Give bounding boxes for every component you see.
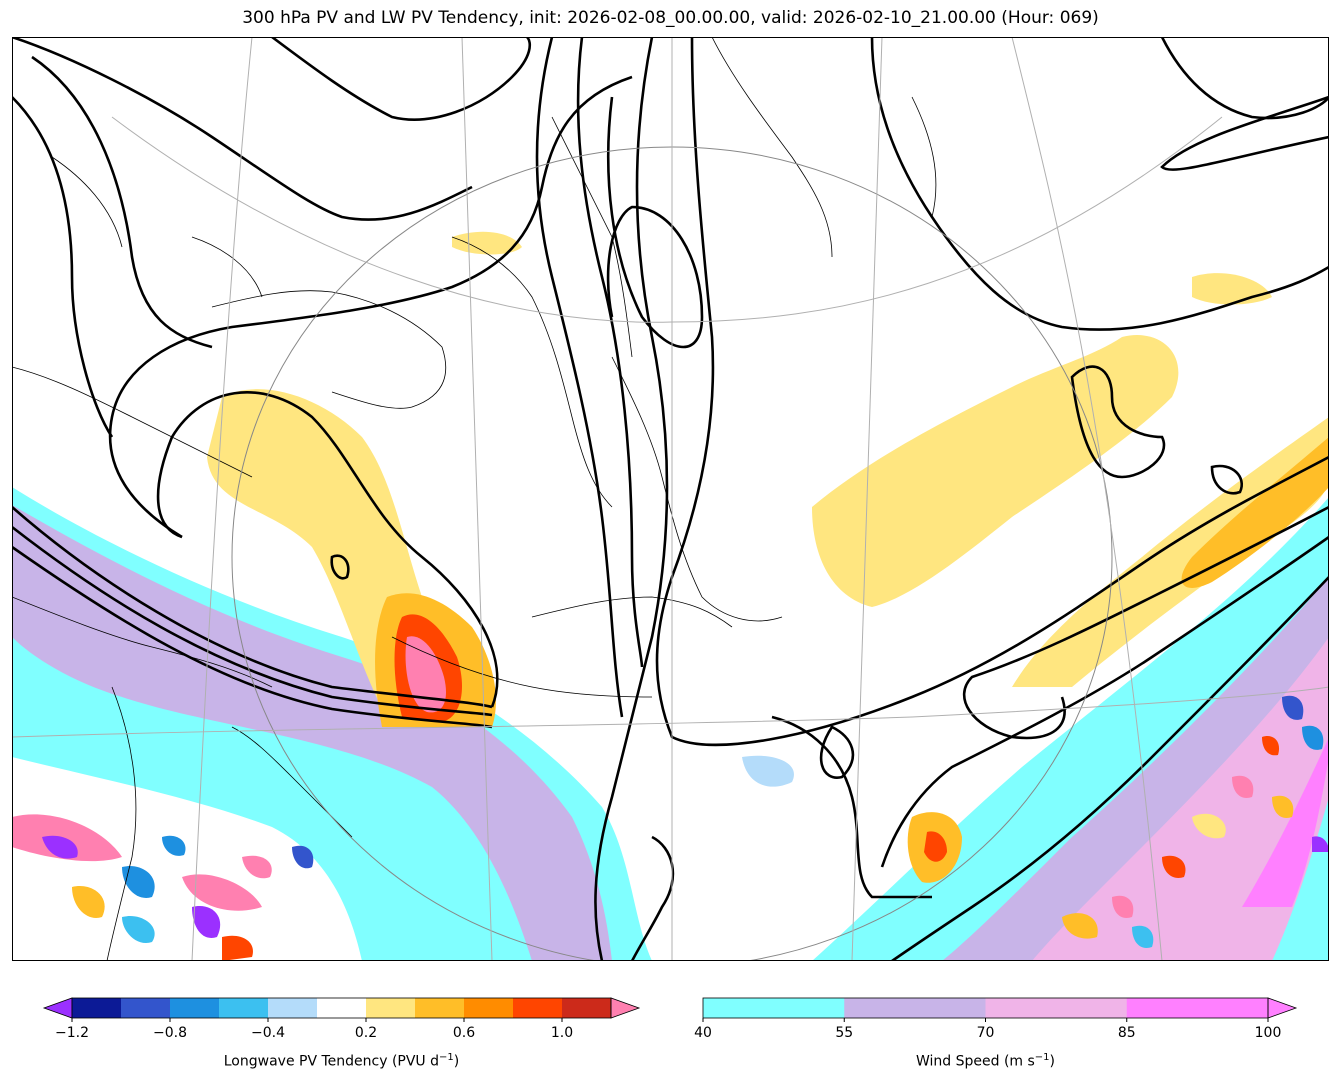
pv-color-bin bbox=[72, 998, 122, 1018]
pvt-blue-spot bbox=[742, 755, 794, 787]
pvt-pink-quebec bbox=[405, 636, 447, 713]
map-panel bbox=[12, 37, 1329, 961]
ws-over-arrow bbox=[1267, 997, 1298, 1019]
pvt-yellow-atlantic bbox=[812, 335, 1179, 607]
ws-color-bin bbox=[703, 998, 845, 1018]
pv-tick-label: 1.0 bbox=[550, 1025, 574, 1041]
pv-tendency-colorbar-label: Longwave PV Tendency (PVU d−1) bbox=[223, 1052, 460, 1070]
pvt-orange-east-jet bbox=[1181, 437, 1329, 588]
pvt-noise-southwest bbox=[12, 814, 314, 961]
wind-jet-west-lavender bbox=[12, 505, 612, 961]
pvt-yellow-hudson bbox=[452, 231, 522, 255]
pv-tick-label: −1.2 bbox=[55, 1025, 89, 1041]
pv-tick-label: −0.4 bbox=[251, 1025, 285, 1041]
pv-color-bin bbox=[366, 998, 416, 1018]
pv-color-bin bbox=[317, 998, 367, 1018]
pv-color-bin bbox=[219, 998, 269, 1018]
ws-tick-label: 100 bbox=[1254, 1025, 1282, 1041]
wind-speed-colorbar-label: Wind Speed (m s−1) bbox=[915, 1052, 1056, 1070]
pv-tick-label: 0.2 bbox=[354, 1025, 378, 1041]
pv-color-bin bbox=[268, 998, 318, 1018]
ws-tick-label: 40 bbox=[694, 1025, 712, 1041]
pv-under-arrow bbox=[42, 997, 73, 1019]
pvt-yellow-east-jet bbox=[1012, 417, 1329, 687]
ws-tick-label: 55 bbox=[835, 1025, 854, 1041]
pv-over-arrow bbox=[610, 997, 641, 1019]
pv-color-bin bbox=[513, 998, 563, 1018]
pv-color-bin bbox=[464, 998, 514, 1018]
ws-color-bin bbox=[985, 998, 1128, 1018]
graticule bbox=[12, 37, 1329, 961]
pv-color-bin bbox=[562, 998, 612, 1018]
ws-color-bin bbox=[844, 998, 986, 1018]
pv-tendency-colorbar bbox=[42, 997, 641, 1022]
ws-tick-label: 85 bbox=[1117, 1025, 1136, 1041]
plot-title: 300 hPa PV and LW PV Tendency, init: 202… bbox=[242, 8, 1099, 28]
ws-tick-label: 70 bbox=[976, 1025, 995, 1041]
ws-color-bin bbox=[1126, 998, 1269, 1018]
wind-speed-colorbar bbox=[702, 997, 1298, 1022]
pv-color-bin bbox=[121, 998, 171, 1018]
pvt-noise-southeast bbox=[1062, 695, 1329, 948]
pv-tick-label: 0.6 bbox=[452, 1025, 476, 1041]
wind-jet-east-magenta bbox=[1242, 737, 1329, 907]
pvt-red-south bbox=[924, 831, 947, 862]
pv-color-bin bbox=[415, 998, 465, 1018]
coastlines bbox=[12, 37, 937, 961]
wind-jet-east-pink bbox=[1032, 637, 1329, 961]
pv-color-bin bbox=[170, 998, 220, 1018]
wind-jet-east-cyan-inner bbox=[1272, 797, 1329, 961]
map-frame bbox=[12, 37, 1329, 961]
pv-tick-label: −0.8 bbox=[153, 1025, 187, 1041]
